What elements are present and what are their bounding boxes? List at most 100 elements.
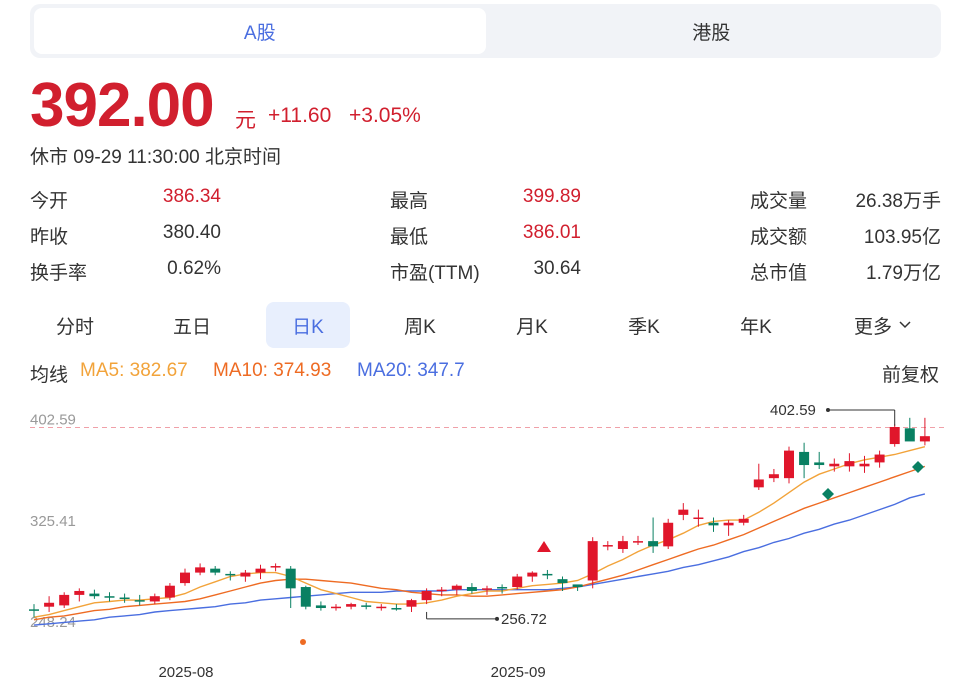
candle-body: [180, 572, 190, 584]
stat-open-value: 386.34: [162, 186, 221, 207]
candle-body: [859, 463, 870, 467]
tab-a-shares[interactable]: A股: [34, 8, 486, 54]
candle-body: [89, 593, 100, 597]
tab-intraday[interactable]: 分时: [55, 316, 94, 338]
up-triangle-marker: [537, 541, 551, 552]
stat-low-label: 最低: [390, 227, 429, 248]
max-price-label: 402.59: [770, 402, 816, 419]
current-price: 392.00: [30, 71, 215, 140]
candle-body: [648, 541, 659, 547]
candle-body: [889, 427, 900, 445]
candle-body: [799, 451, 810, 466]
candle-body: [104, 596, 115, 598]
candle-body: [376, 606, 387, 609]
down-diamond-marker: [822, 488, 834, 500]
candle-body: [633, 541, 643, 543]
price-change-percent: +3.05%: [349, 104, 421, 127]
candle-body: [844, 461, 855, 467]
ma-label: 均线: [30, 365, 69, 386]
event-dot-marker: [300, 639, 306, 645]
candle-body: [300, 587, 311, 607]
stat-market-cap-value: 1.79万亿: [866, 263, 941, 284]
market-status: 休市 09-29 11:30:00 北京时间: [30, 147, 281, 168]
stat-low-value: 386.01: [522, 222, 581, 243]
candle-body: [406, 600, 417, 607]
tab-five-day[interactable]: 五日: [172, 316, 211, 338]
candle-body: [708, 522, 719, 526]
candle-body: [919, 436, 930, 442]
candle-body: [44, 602, 55, 607]
tab-daily-k[interactable]: 日K: [266, 302, 350, 348]
candle-body: [738, 518, 749, 523]
candle-body: [436, 589, 447, 592]
candle-body: [240, 572, 251, 577]
candle-body: [527, 572, 538, 577]
candle-body: [617, 541, 628, 549]
ma5-value: MA5: 382.67: [80, 360, 188, 381]
candle-body: [149, 596, 160, 602]
candle-body: [361, 605, 372, 607]
ma10-value: MA10: 374.93: [213, 360, 332, 381]
tab-more-label: 更多: [853, 316, 892, 338]
min-label-dot: [495, 616, 499, 621]
tab-yearly-k[interactable]: 年K: [740, 316, 772, 338]
candle-body: [904, 428, 915, 442]
x-tick-label: 2025-08: [158, 664, 213, 681]
market-tabs: A股 港股: [30, 4, 941, 58]
chevron-down-icon: [899, 321, 911, 329]
stat-open-label: 今开: [30, 191, 69, 212]
tab-weekly-k[interactable]: 周K: [404, 316, 436, 338]
candle-body: [29, 609, 39, 611]
candle-body: [346, 604, 357, 607]
y-tick-label: 325.41: [30, 513, 76, 530]
candle-body: [74, 590, 85, 595]
candle-body: [195, 567, 206, 573]
candle-body: [874, 454, 885, 463]
stat-high-value: 399.89: [522, 186, 581, 207]
candle-body: [542, 573, 553, 576]
ma5-line: [33, 446, 926, 618]
down-diamond-marker: [912, 461, 924, 473]
ma20-value: MA20: 347.7: [357, 360, 465, 381]
tab-more[interactable]: 更多: [840, 302, 926, 348]
ma20-line: [33, 493, 926, 626]
stat-high-label: 最高: [390, 191, 429, 212]
stat-turnover-rate-value: 0.62%: [167, 258, 221, 279]
candle-body: [587, 541, 598, 581]
candle-body: [255, 568, 266, 573]
candle-body: [59, 594, 70, 606]
candle-body: [225, 573, 236, 576]
tab-quarterly-k[interactable]: 季K: [628, 316, 660, 338]
stat-market-cap-label: 总市值: [750, 263, 808, 284]
candle-body: [784, 450, 794, 479]
price-unit: 元: [235, 109, 256, 132]
price-change: +11.60: [268, 104, 332, 127]
candle-body: [466, 587, 477, 591]
candle-body: [451, 585, 462, 590]
candle-body: [315, 605, 326, 609]
candle-body: [602, 545, 613, 547]
candle-body: [164, 585, 175, 598]
stat-pe-label: 市盈(TTM): [390, 263, 480, 284]
stat-turnover-amount-value: 103.95亿: [863, 227, 941, 248]
max-label-dot: [826, 408, 830, 412]
candle-body: [391, 608, 402, 610]
stat-volume-label: 成交量: [750, 191, 808, 212]
x-tick-label: 2025-09: [491, 664, 546, 681]
stat-turnover-rate-label: 换手率: [30, 263, 88, 284]
tab-hk-shares[interactable]: 港股: [692, 22, 731, 44]
candle-body: [134, 600, 145, 602]
adjust-toggle[interactable]: 前复权: [882, 365, 940, 386]
candle-body: [723, 522, 734, 526]
candle-body: [829, 463, 840, 467]
tab-monthly-k[interactable]: 月K: [516, 316, 548, 338]
candle-body: [768, 474, 779, 479]
candle-body: [270, 566, 281, 568]
candle-body: [119, 597, 130, 600]
candle-body: [421, 590, 432, 601]
stat-pe-value: 30.64: [533, 258, 581, 279]
candle-body: [693, 517, 704, 520]
candle-body: [663, 522, 674, 547]
candle-body: [482, 588, 492, 590]
